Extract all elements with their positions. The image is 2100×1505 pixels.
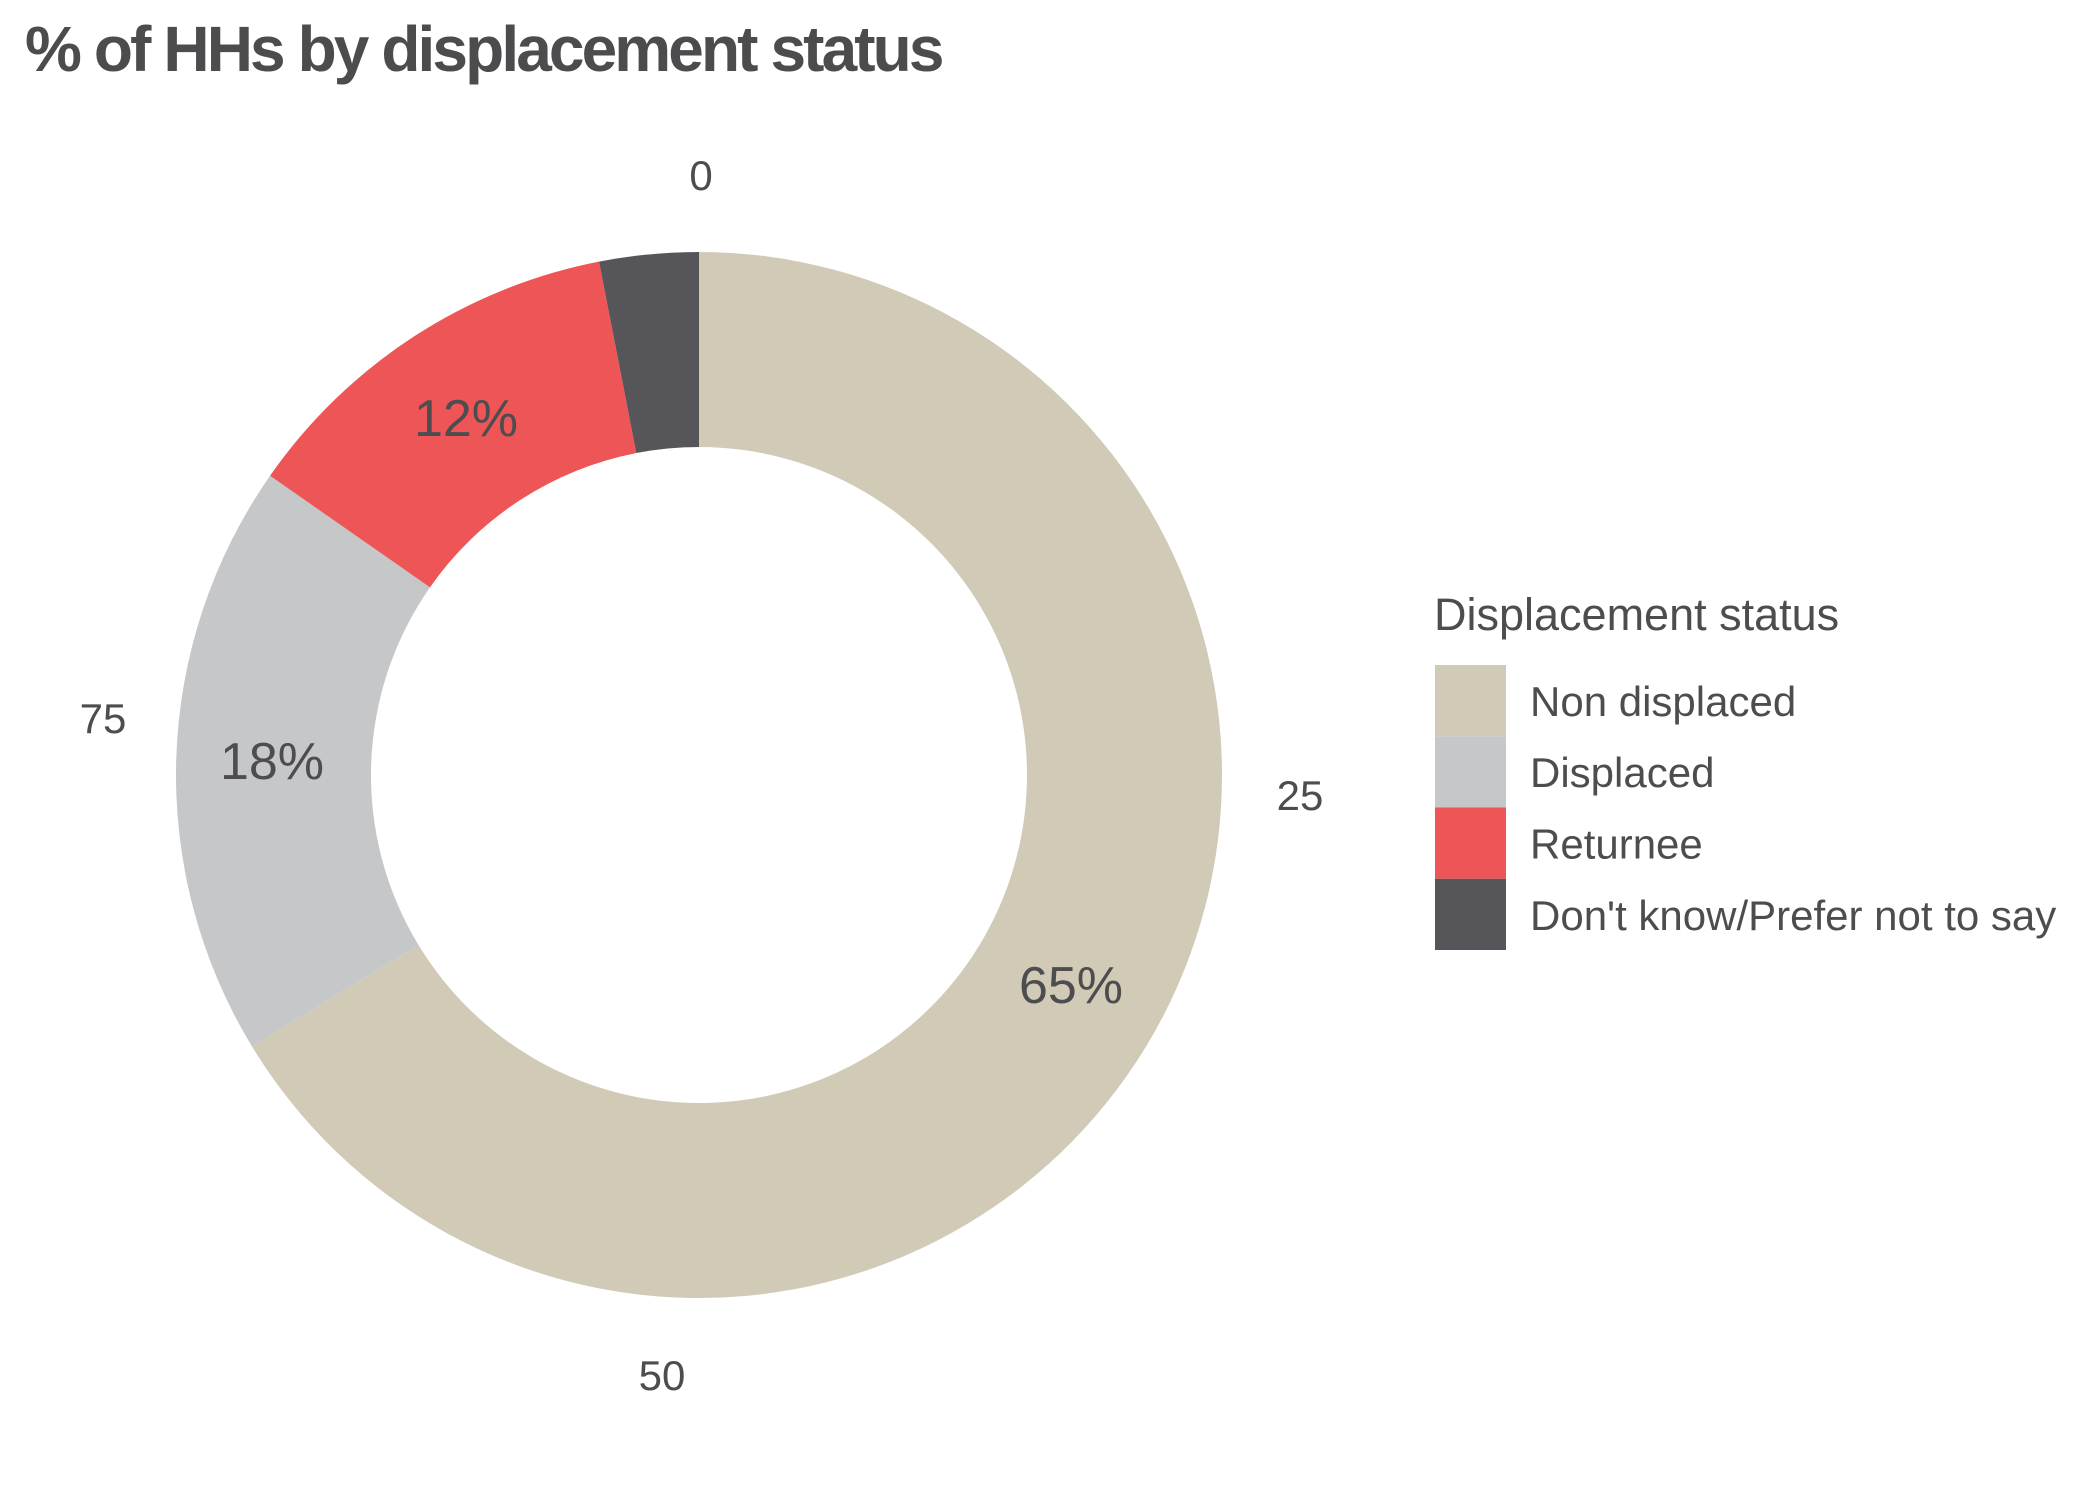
svg-text:12%: 12%: [414, 390, 518, 448]
svg-text:Don't know/Prefer not to say: Don't know/Prefer not to say: [1530, 892, 2056, 939]
svg-text:Returnee: Returnee: [1530, 821, 1703, 868]
svg-text:25: 25: [1277, 772, 1324, 819]
svg-text:0: 0: [689, 152, 712, 199]
svg-text:Displaced: Displaced: [1530, 749, 1714, 796]
svg-text:50: 50: [639, 1352, 686, 1399]
svg-text:75: 75: [80, 695, 127, 742]
svg-text:Displacement status: Displacement status: [1434, 589, 1839, 640]
svg-text:65%: 65%: [1019, 957, 1123, 1015]
svg-text:18%: 18%: [220, 733, 324, 791]
svg-text:% of HHs by displacement statu: % of HHs by displacement status: [25, 13, 942, 85]
svg-text:Non displaced: Non displaced: [1530, 678, 1796, 725]
